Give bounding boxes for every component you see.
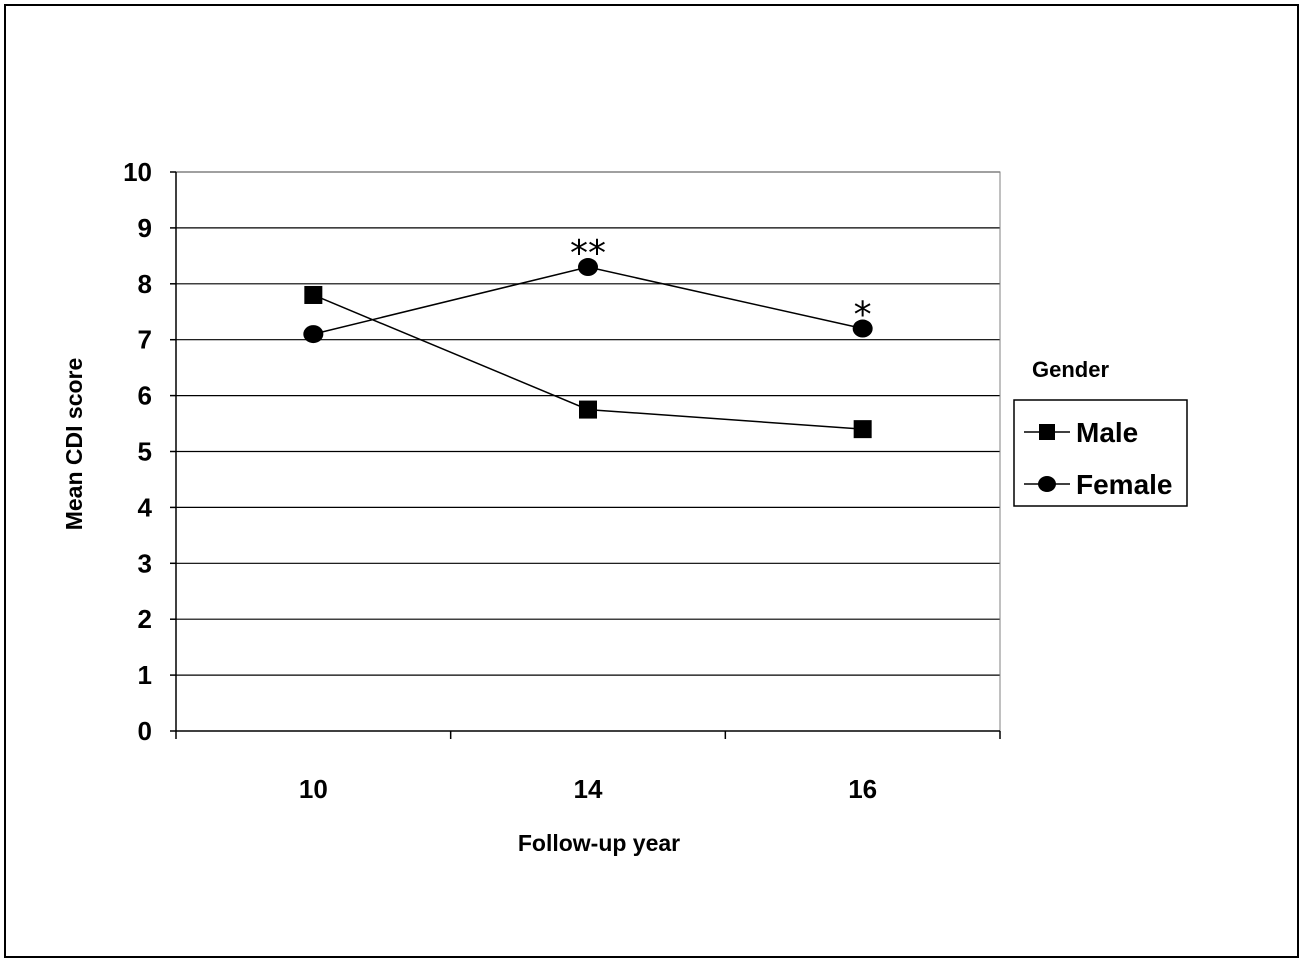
legend: Gender Male Female bbox=[1013, 357, 1188, 507]
significance-marker: * bbox=[854, 295, 872, 336]
legend-entry-male: Male bbox=[1024, 417, 1138, 448]
data-point-female bbox=[303, 325, 324, 344]
x-tick-labels: 10 14 16 bbox=[299, 774, 877, 804]
significance-marker: ** bbox=[570, 233, 606, 274]
legend-marker-male bbox=[1039, 424, 1055, 440]
data-point-female bbox=[578, 258, 598, 277]
y-tick-label: 5 bbox=[138, 437, 152, 467]
y-tick-label: 3 bbox=[138, 548, 152, 578]
axes bbox=[170, 171, 1001, 739]
legend-entry-female: Female bbox=[1024, 469, 1173, 500]
y-tick-label: 0 bbox=[138, 716, 152, 746]
x-tick-label: 10 bbox=[299, 774, 328, 804]
y-tick-label: 4 bbox=[138, 492, 153, 522]
x-axis-title: Follow-up year bbox=[518, 830, 680, 856]
data-point-male bbox=[304, 285, 323, 304]
x-tick-label: 16 bbox=[848, 774, 877, 804]
x-tick-label: 14 bbox=[574, 774, 603, 804]
data-point-female bbox=[852, 319, 873, 338]
data-point-male bbox=[579, 400, 597, 419]
y-tick-label: 9 bbox=[138, 213, 152, 243]
legend-label-female: Female bbox=[1076, 469, 1173, 500]
legend-label-male: Male bbox=[1076, 417, 1138, 448]
data-point-male bbox=[853, 420, 872, 439]
y-tick-label: 7 bbox=[138, 325, 152, 355]
annotations: *** bbox=[570, 233, 872, 335]
series-male bbox=[304, 285, 872, 439]
series-line-female bbox=[313, 266, 863, 335]
chart-frame: 0 1 2 3 4 5 6 7 8 9 10 10 14 16 ** * Mean CDI score F… bbox=[4, 4, 1299, 958]
y-axis-title: Mean CDI score bbox=[61, 358, 87, 531]
legend-marker-female bbox=[1038, 476, 1056, 492]
y-tick-labels: 0 1 2 3 4 5 6 7 8 9 10 bbox=[123, 157, 152, 746]
y-tick-label: 8 bbox=[138, 269, 152, 299]
legend-entries: Male Female bbox=[1024, 417, 1173, 500]
legend-title: Gender bbox=[1032, 357, 1109, 382]
series bbox=[303, 258, 873, 439]
y-tick-label: 10 bbox=[123, 157, 152, 187]
y-tick-label: 1 bbox=[138, 660, 152, 690]
y-tick-label: 6 bbox=[138, 381, 152, 411]
series-female bbox=[303, 258, 873, 344]
y-tick-label: 2 bbox=[138, 604, 152, 634]
